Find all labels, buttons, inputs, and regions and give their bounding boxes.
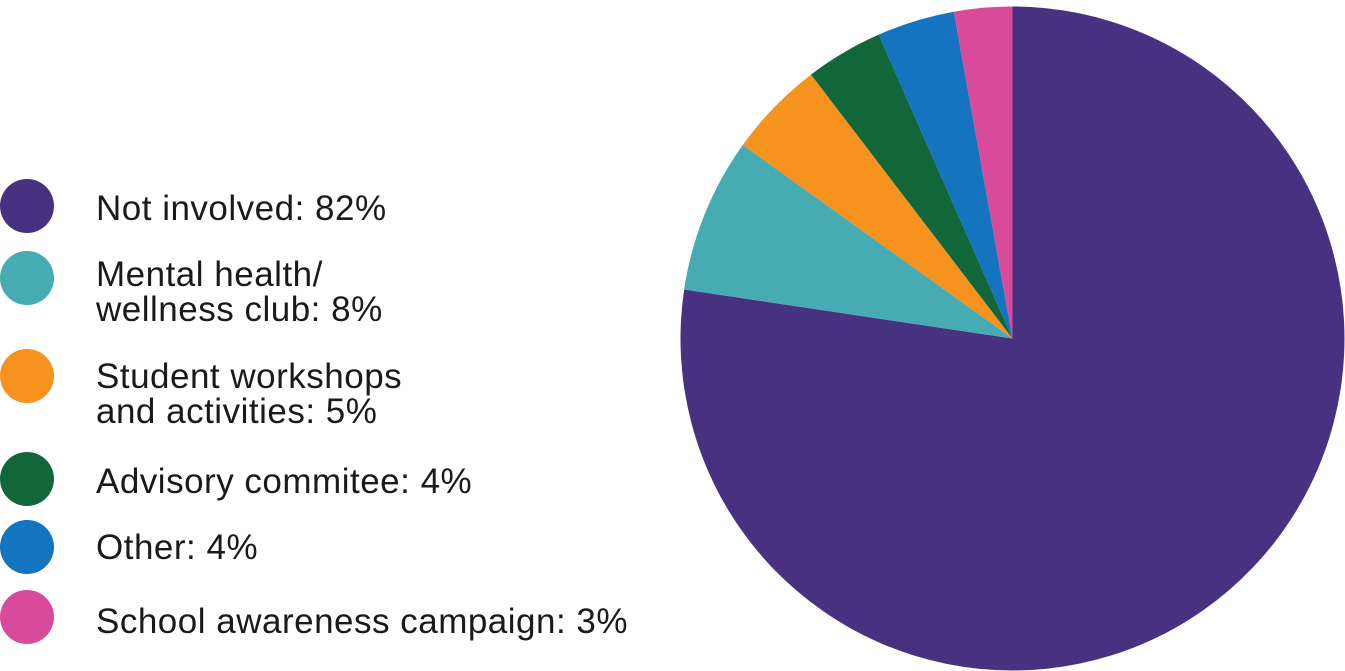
pie-slice-0 (680, 6, 1345, 671)
pie-slice-4 (878, 11, 1013, 339)
pie-slice-1 (684, 144, 1013, 339)
legend-item-school-awareness: School awareness campaign: 3% (0, 590, 690, 644)
legend-label: Advisory commitee: 4% (96, 462, 473, 501)
legend-label: School awareness campaign: 3% (96, 602, 629, 641)
legend-item-other: Other: 4% (0, 520, 690, 574)
legend-item-student-workshops: Student workshops and activities: 5% (0, 349, 690, 429)
legend-label: Student workshops and activities: 5% (96, 357, 403, 431)
legend-item-not-involved: Not involved: 82% (0, 179, 690, 233)
legend-label: Other: 4% (96, 528, 259, 567)
chart-legend: Not involved: 82% Mental health/ wellnes… (0, 179, 690, 644)
legend-swatch (0, 251, 54, 305)
legend-label: Not involved: 82% (96, 189, 387, 228)
legend-item-advisory-committee: Advisory commitee: 4% (0, 452, 690, 506)
legend-swatch (0, 520, 54, 574)
legend-item-mental-health-club: Mental health/ wellness club: 8% (0, 251, 690, 327)
pie-chart-svg (680, 6, 1345, 671)
legend-swatch (0, 590, 54, 644)
legend-label: Mental health/ wellness club: 8% (96, 255, 383, 329)
pie-slice-3 (811, 34, 1013, 339)
pie-chart (680, 6, 1345, 671)
legend-swatch (0, 349, 54, 403)
legend-swatch (0, 452, 54, 506)
legend-swatch (0, 179, 54, 233)
pie-slice-5 (953, 6, 1013, 339)
pie-slice-2 (742, 74, 1013, 339)
